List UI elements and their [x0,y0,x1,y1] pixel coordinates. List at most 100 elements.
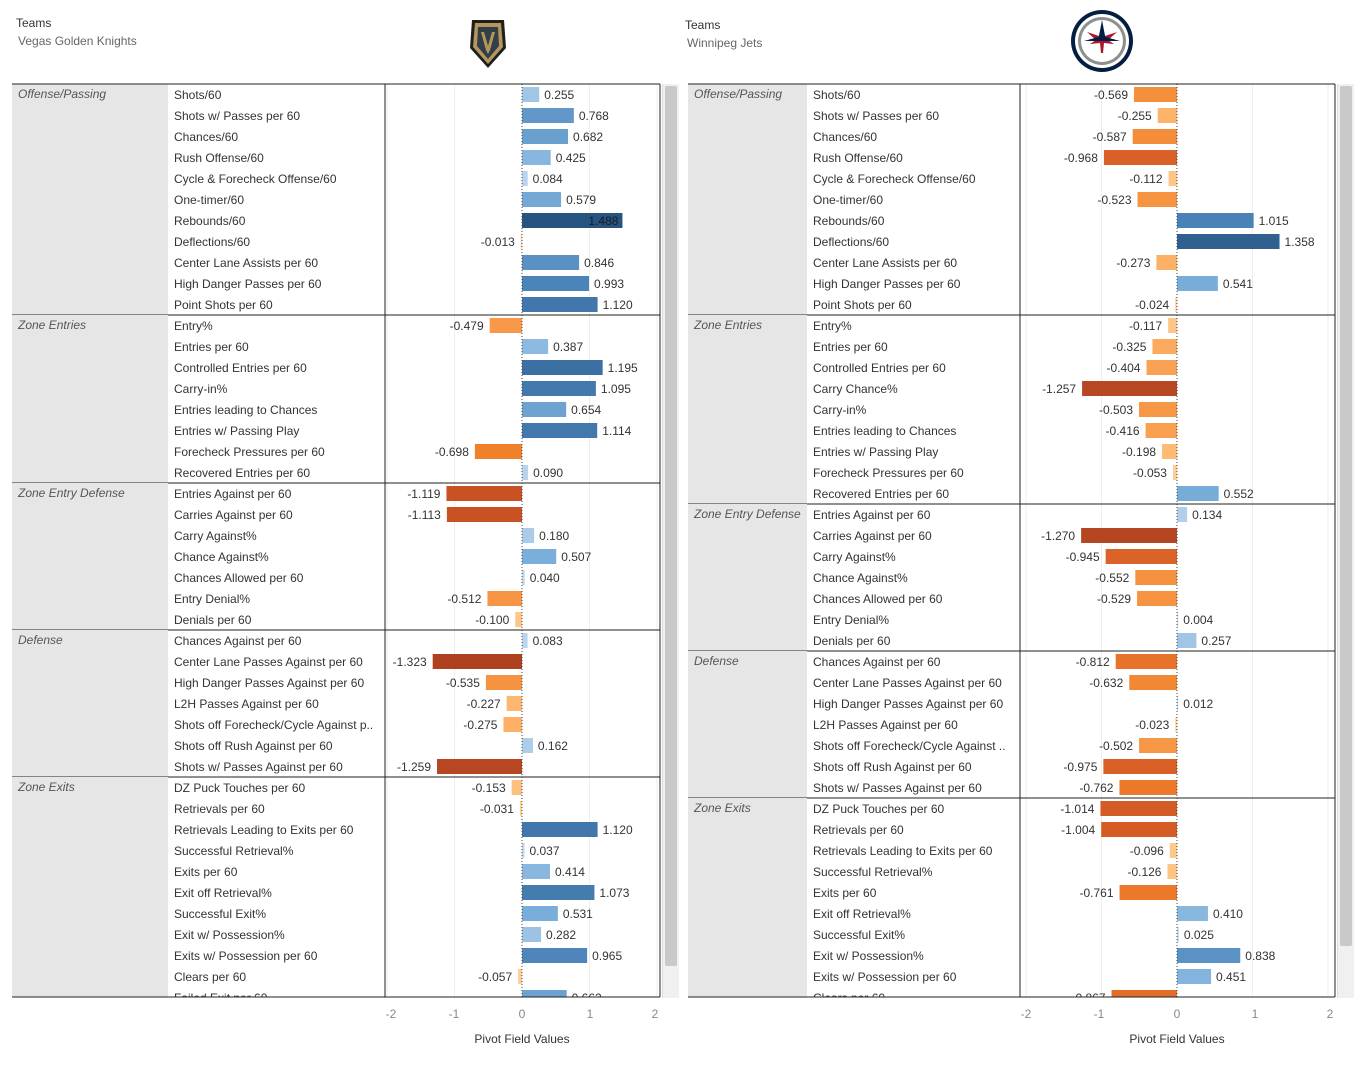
metric-bar[interactable] [1111,990,1177,1005]
metric-label[interactable]: High Danger Passes Against per 60 [174,676,364,690]
metric-bar[interactable] [1103,150,1177,165]
metric-label[interactable]: Retrievals Leading to Exits per 60 [813,844,993,858]
team-name[interactable]: Vegas Golden Knights [18,34,137,48]
metric-label[interactable]: Successful Exit% [174,907,266,921]
metric-label[interactable]: Exits w/ Possession per 60 [174,949,318,963]
metric-label[interactable]: Denials per 60 [813,634,891,648]
metric-label[interactable]: Chances/60 [174,130,238,144]
metric-bar[interactable] [1152,339,1177,354]
metric-bar[interactable] [1177,969,1212,984]
metric-bar[interactable] [437,759,522,774]
metric-bar[interactable] [522,360,603,375]
metric-label[interactable]: Successful Retrieval% [813,865,933,879]
metric-label[interactable]: L2H Passes Against per 60 [813,718,958,732]
metric-bar[interactable] [1162,444,1177,459]
metric-bar[interactable] [1177,276,1218,291]
metric-bar[interactable] [1101,822,1177,837]
metric-bar[interactable] [522,87,540,102]
metric-label[interactable]: High Danger Passes per 60 [174,277,322,291]
metric-bar[interactable] [518,969,522,984]
metric-bar[interactable] [522,423,598,438]
metric-bar[interactable] [474,444,522,459]
metric-bar[interactable] [511,780,522,795]
metric-bar[interactable] [1100,801,1177,816]
metric-label[interactable]: Entries Against per 60 [174,487,292,501]
metric-bar[interactable] [1177,612,1179,627]
metric-label[interactable]: Exit w/ Possession% [813,949,924,963]
metric-bar[interactable] [1137,192,1177,207]
metric-label[interactable]: Cycle & Forecheck Offense/60 [813,172,976,186]
metric-label[interactable]: Entries leading to Chances [174,403,317,417]
metric-label[interactable]: Recovered Entries per 60 [813,487,949,501]
metric-bar[interactable] [1177,948,1241,963]
metric-bar[interactable] [506,696,522,711]
metric-bar[interactable] [489,318,522,333]
metric-bar[interactable] [1156,255,1177,270]
metric-label[interactable]: Shots w/ Passes Against per 60 [174,760,343,774]
metric-bar[interactable] [1119,885,1177,900]
metric-bar[interactable] [522,108,574,123]
metric-label[interactable]: Shots w/ Passes per 60 [813,109,939,123]
metric-bar[interactable] [485,675,522,690]
metric-bar[interactable] [1168,171,1177,186]
metric-label[interactable]: Controlled Entries per 60 [174,361,307,375]
metric-bar[interactable] [1177,486,1219,501]
metric-label[interactable]: Retrievals per 60 [174,802,265,816]
metric-bar[interactable] [503,717,522,732]
metric-label[interactable]: Controlled Entries per 60 [813,361,946,375]
metric-label[interactable]: Exits per 60 [813,886,877,900]
metric-bar[interactable] [487,591,522,606]
metric-bar[interactable] [522,276,590,291]
metric-bar[interactable] [1177,927,1179,942]
metric-bar[interactable] [1082,381,1177,396]
metric-bar[interactable] [1146,360,1177,375]
vertical-scrollbar[interactable] [1337,84,1354,998]
metric-label[interactable]: Chance Against% [174,550,269,564]
metric-label[interactable]: Carry-in% [813,403,867,417]
metric-label[interactable]: Retrievals per 60 [813,823,904,837]
metric-label[interactable]: Shots w/ Passes per 60 [174,109,300,123]
metric-bar[interactable] [1132,129,1177,144]
metric-label[interactable]: Exits w/ Possession per 60 [813,970,957,984]
metric-bar[interactable] [432,654,522,669]
metric-label[interactable]: Point Shots per 60 [174,298,273,312]
metric-label[interactable]: Chance Against% [813,571,908,585]
metric-bar[interactable] [522,948,588,963]
metric-bar[interactable] [1175,297,1177,312]
metric-bar[interactable] [1145,423,1177,438]
metric-label[interactable]: Carries Against per 60 [174,508,293,522]
metric-bar[interactable] [1105,549,1177,564]
metric-bar[interactable] [1119,780,1177,795]
metric-bar[interactable] [522,465,529,480]
metric-label[interactable]: Shots off Forecheck/Cycle Against .. [813,739,1006,753]
metric-label[interactable]: Successful Exit% [813,928,905,942]
metric-label[interactable]: Center Lane Assists per 60 [813,256,957,270]
metric-label[interactable]: Failed Exit per 60 [174,991,268,1005]
metric-label[interactable]: Exits per 60 [174,865,238,879]
metric-bar[interactable] [1157,108,1177,123]
metric-label[interactable]: Entries per 60 [174,340,249,354]
scrollbar-thumb[interactable] [1340,86,1352,946]
metric-bar[interactable] [522,906,558,921]
metric-bar[interactable] [522,213,623,228]
metric-label[interactable]: Chances/60 [813,130,877,144]
metric-label[interactable]: Carry Against% [174,529,257,543]
metric-bar[interactable] [1169,843,1177,858]
metric-label[interactable]: L2H Passes Against per 60 [174,697,319,711]
metric-bar[interactable] [522,927,542,942]
metric-bar[interactable] [522,192,562,207]
metric-label[interactable]: Forecheck Pressures per 60 [174,445,325,459]
metric-label[interactable]: Entries w/ Passing Play [813,445,938,459]
metric-bar[interactable] [522,381,596,396]
metric-label[interactable]: Chances Against per 60 [174,634,302,648]
metric-label[interactable]: High Danger Passes per 60 [813,277,961,291]
metric-bar[interactable] [522,990,567,1005]
metric-label[interactable]: One-timer/60 [813,193,883,207]
metric-bar[interactable] [1168,318,1177,333]
metric-label[interactable]: Rush Offense/60 [813,151,903,165]
metric-bar[interactable] [1177,696,1179,711]
metric-label[interactable]: Entry Denial% [174,592,250,606]
metric-label[interactable]: Entry% [813,319,852,333]
metric-bar[interactable] [522,843,525,858]
metric-label[interactable]: DZ Puck Touches per 60 [174,781,306,795]
